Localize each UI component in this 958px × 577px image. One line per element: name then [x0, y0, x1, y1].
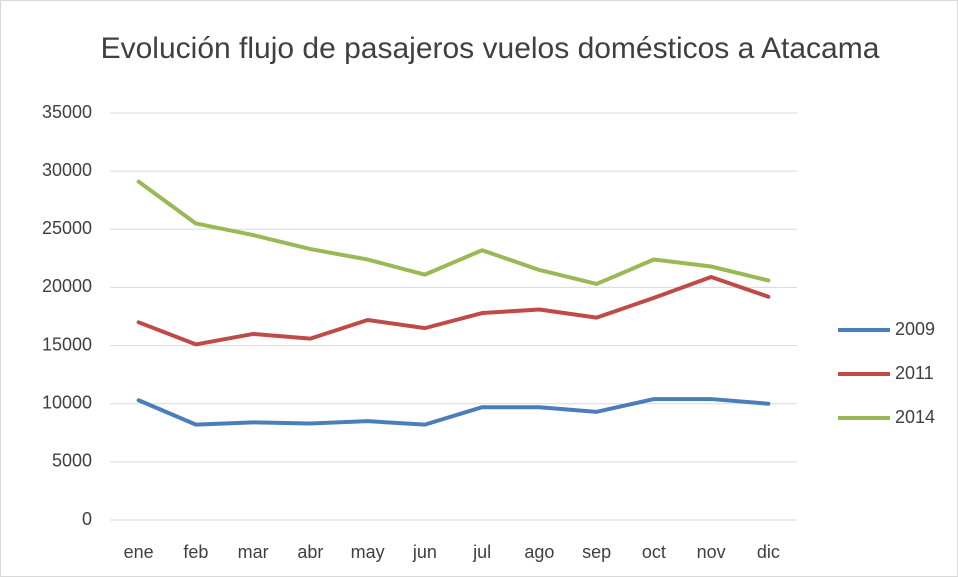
x-tick-label: oct: [642, 542, 666, 562]
series-line: [136, 179, 771, 286]
legend-label: 2014: [895, 407, 935, 427]
y-tick-label: 10000: [42, 392, 92, 412]
chart-title: Evolución flujo de pasajeros vuelos domé…: [100, 32, 880, 65]
y-tick-label: 20000: [42, 276, 92, 296]
legend-label: 2011: [895, 363, 934, 383]
x-tick-label: ago: [524, 542, 554, 562]
x-tick-label: nov: [697, 542, 726, 562]
x-tick-label: abr: [297, 542, 323, 562]
x-tick-label: jul: [472, 542, 491, 562]
x-tick-label: mar: [238, 542, 269, 562]
x-tick-label: feb: [183, 542, 208, 562]
y-tick-label: 30000: [42, 160, 92, 180]
series-line: [136, 397, 771, 427]
legend-label: 2009: [895, 319, 935, 339]
x-tick-label: jun: [412, 542, 437, 562]
x-tick-label: dic: [757, 542, 780, 562]
y-tick-label: 35000: [42, 102, 92, 122]
x-tick-label: ene: [124, 542, 154, 562]
y-tick-label: 25000: [42, 218, 92, 238]
y-tick-label: 5000: [52, 451, 92, 471]
y-tick-label: 15000: [42, 334, 92, 354]
x-tick-label: may: [351, 542, 385, 562]
y-tick-label: 0: [82, 509, 92, 529]
x-tick-label: sep: [582, 542, 611, 562]
series-line: [136, 274, 771, 347]
